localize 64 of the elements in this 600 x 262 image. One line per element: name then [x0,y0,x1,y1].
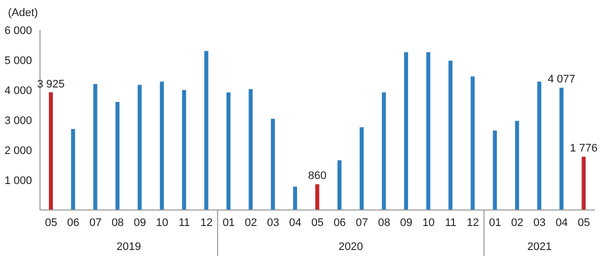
x-tick-label: 03 [533,216,546,229]
bar [226,92,230,210]
text: 2021 [527,241,552,253]
bar [448,60,452,210]
x-tick-label: 02 [511,216,524,229]
bar [93,84,98,210]
y-tick-label: 5 000 [4,54,32,67]
bar [48,92,53,210]
bar [204,51,208,210]
bar [182,90,186,210]
x-tick-label: 04 [556,216,568,229]
x-tick-label: 11 [178,216,190,229]
y-tick-label: 1 000 [4,174,32,187]
text: 2019 [116,241,142,253]
bar [337,160,342,210]
bar [559,88,564,210]
bar [248,89,253,210]
x-tick-label: 06 [334,216,346,229]
x-tick-label: 04 [289,216,302,229]
data-label: 4 077 [548,74,576,86]
x-tick-label: 12 [200,216,213,229]
x-tick-label: 09 [134,216,146,229]
bar [360,127,364,210]
data-label: 1 776 [570,142,598,155]
bar [71,129,76,210]
x-tick-label: 12 [466,216,480,229]
bar [582,156,586,210]
x-tick-label: 08 [378,216,390,229]
x-tick-label: 06 [67,216,80,229]
x-tick-label: 11 [444,216,456,229]
bar [115,102,120,210]
x-tick-label: 07 [356,216,368,229]
bar [426,52,430,210]
x-tick-label: 10 [422,216,435,229]
bar [404,52,408,210]
bar [138,84,142,210]
x-tick-label: 07 [89,216,102,229]
x-tick-label: 10 [156,216,168,229]
y-tick-label: 4 000 [4,84,32,97]
y-axis-title: (Adet) [8,7,38,19]
y-tick-label: 6 000 [4,24,32,37]
bar [492,130,497,210]
x-tick-label: 05 [311,216,324,229]
x-tick-label: 05 [44,216,58,229]
data-label: 3 925 [37,78,65,90]
bar [293,186,298,210]
y-tick-label: 2 000 [4,144,32,157]
bar [315,184,320,210]
x-tick-label: 05 [578,216,590,229]
data-label: 860 [308,170,326,182]
x-tick-label: 01 [222,216,235,229]
x-tick-label: 03 [266,216,280,229]
bar [270,118,275,210]
bar [382,92,386,210]
x-tick-label: 01 [488,216,502,229]
bar [515,120,520,210]
y-tick-label: 3 000 [4,114,32,127]
bar [160,82,164,210]
bar [470,76,475,210]
x-tick-label: 02 [244,216,258,229]
x-tick-label: 08 [112,216,124,229]
text: 2020 [338,241,364,253]
bar [537,82,542,210]
x-tick-label: 09 [400,216,412,229]
